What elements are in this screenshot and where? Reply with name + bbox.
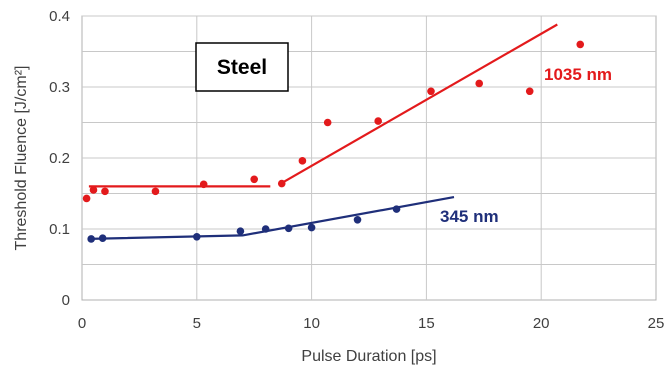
- data-point-1035nm: [298, 157, 307, 165]
- series-label-345nm: 345 nm: [440, 207, 499, 226]
- data-point-345nm: [98, 234, 107, 243]
- data-point-1035nm: [427, 87, 435, 96]
- grid: [82, 15, 656, 300]
- y-axis-title: Threshold Fluence [J/cm²]: [13, 66, 30, 251]
- x-tick-label: 20: [533, 315, 550, 332]
- data-points: [82, 40, 585, 243]
- x-tick-label: 15: [418, 315, 435, 332]
- data-point-345nm: [353, 215, 362, 224]
- data-point-1035nm: [525, 87, 534, 96]
- tick-labels: 0 5 10 15 20 25 0 0.1 0.2 0.3 0.4: [49, 8, 664, 332]
- fit-line-1035nm: [278, 23, 558, 186]
- series-label-1035nm: 1035 nm: [544, 65, 612, 84]
- y-tick-label: 0.1: [49, 221, 70, 238]
- data-point-1035nm: [199, 180, 208, 189]
- y-tick-label: 0.4: [49, 8, 70, 25]
- fit-lines: [88, 23, 558, 240]
- data-point-1035nm: [151, 187, 160, 196]
- data-point-1035nm: [101, 187, 109, 196]
- data-point-1035nm: [374, 117, 382, 125]
- y-tick-label: 0.2: [49, 150, 70, 167]
- data-point-345nm: [87, 235, 95, 243]
- data-point-345nm: [236, 227, 245, 235]
- x-tick-label: 10: [303, 315, 320, 332]
- data-point-1035nm: [323, 118, 332, 127]
- data-point-1035nm: [89, 186, 98, 194]
- data-point-345nm: [392, 205, 401, 213]
- annotation-box-text: Steel: [217, 56, 267, 79]
- fit-line-345nm: [88, 196, 455, 240]
- data-point-345nm: [284, 224, 293, 233]
- data-point-1035nm: [475, 79, 484, 88]
- y-tick-label: 0: [62, 292, 70, 309]
- x-tick-label: 5: [193, 315, 201, 332]
- x-tick-label: 25: [648, 315, 665, 332]
- data-point-1035nm: [576, 40, 585, 49]
- data-point-345nm: [307, 223, 316, 232]
- annotation-box: Steel: [195, 42, 289, 92]
- data-point-1035nm: [277, 179, 286, 188]
- data-point-345nm: [193, 233, 201, 241]
- data-point-345nm: [261, 225, 270, 233]
- data-point-1035nm: [250, 175, 258, 184]
- x-axis-title: Pulse Duration [ps]: [301, 348, 436, 365]
- x-tick-label: 0: [78, 315, 86, 332]
- y-tick-label: 0.3: [49, 79, 70, 96]
- data-point-1035nm: [82, 194, 91, 203]
